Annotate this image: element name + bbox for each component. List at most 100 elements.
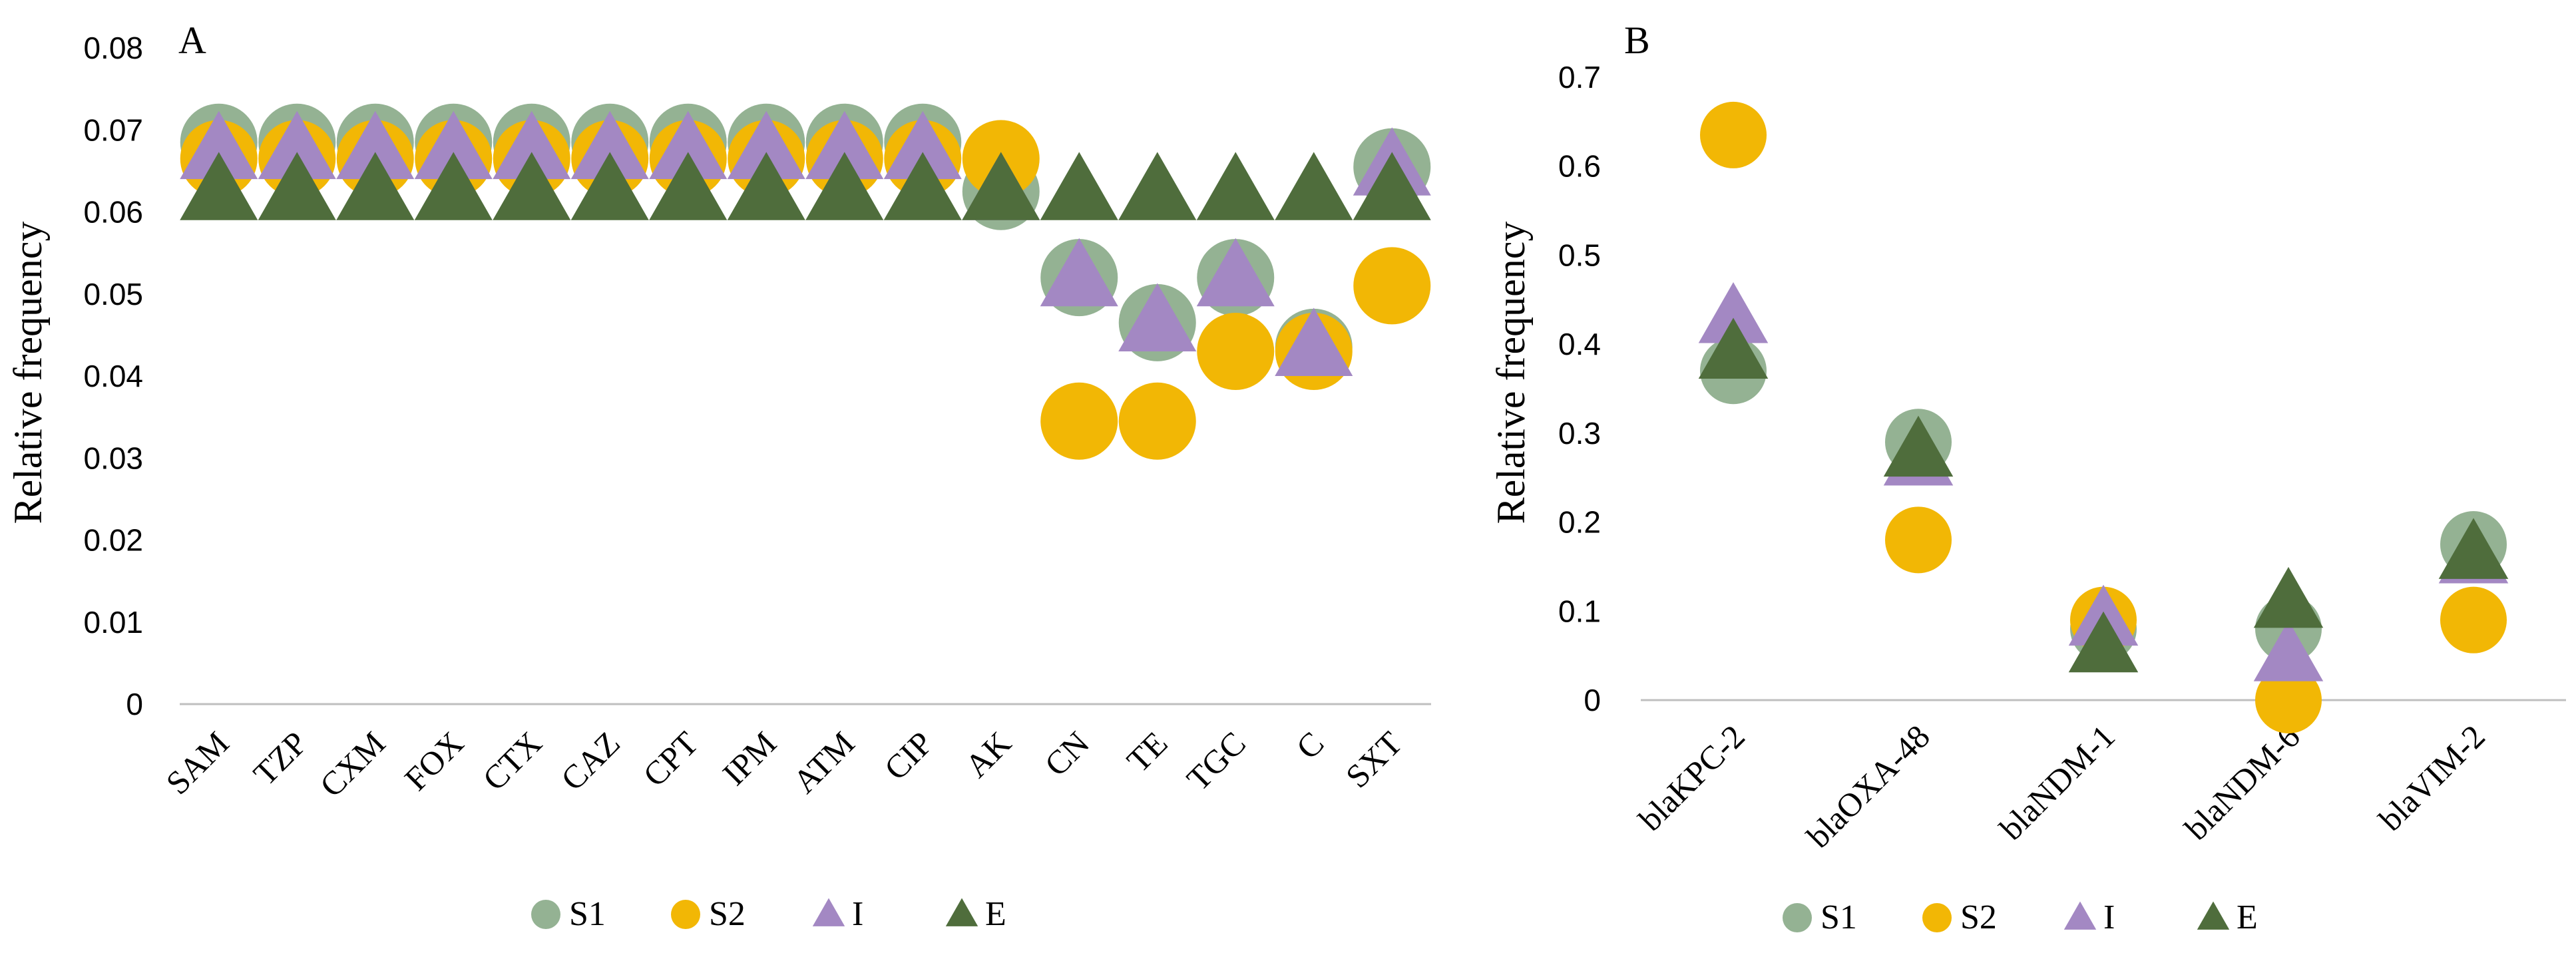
y-tick-label: 0.05 xyxy=(83,277,143,311)
marker-e xyxy=(414,152,493,220)
marker-i xyxy=(805,110,884,180)
y-tick-label: 0.04 xyxy=(83,359,143,393)
y-tick-label: 0.01 xyxy=(83,605,143,640)
marker-e xyxy=(649,152,728,220)
marker-i xyxy=(336,110,415,180)
panel-b-y-axis-title: Relative frequency xyxy=(1489,222,1533,524)
marker-e xyxy=(805,152,884,220)
legend-label-s2: S2 xyxy=(709,895,746,933)
panel-b: B Relative frequency 0 0.1 0.2 0.3 0.4 0.5 0.6… xyxy=(1489,19,2566,936)
x-tick-label: SAM xyxy=(158,724,236,801)
x-tick-label: IPM xyxy=(716,724,783,792)
x-tick-label: AK xyxy=(958,724,1018,785)
x-tick-label: ATM xyxy=(785,724,861,800)
legend-marker-s1 xyxy=(531,900,560,929)
panel-a-label: A xyxy=(178,19,206,62)
marker-e xyxy=(1353,152,1431,220)
y-tick-label: 0 xyxy=(1584,683,1601,717)
x-tick-label: TE xyxy=(1120,724,1175,779)
legend-label-e: E xyxy=(2237,898,2258,936)
marker-s2 xyxy=(1118,382,1196,460)
x-tick-label: blaOXA-48 xyxy=(1799,717,1937,855)
legend-marker-e xyxy=(2197,901,2230,930)
marker-s2 xyxy=(1700,101,1767,168)
panel-b-legend: S1 S2 I E xyxy=(1783,898,2258,936)
legend-marker-i xyxy=(812,898,845,926)
panel-b-markers xyxy=(1698,101,2509,733)
marker-e xyxy=(493,152,571,220)
marker-e xyxy=(883,152,962,220)
marker-e xyxy=(1275,152,1353,220)
marker-i xyxy=(180,110,258,180)
marker-i xyxy=(570,110,649,180)
marker-e xyxy=(1040,152,1118,220)
x-tick-label: CAZ xyxy=(554,724,627,797)
marker-s2 xyxy=(1040,382,1118,460)
marker-i xyxy=(1118,283,1197,351)
panel-a-y-axis-title: Relative frequency xyxy=(6,222,50,524)
marker-i xyxy=(1275,307,1353,376)
y-tick-label: 0.6 xyxy=(1558,149,1601,184)
marker-e xyxy=(727,152,805,220)
marker-i xyxy=(258,110,336,180)
marker-e xyxy=(962,152,1040,220)
marker-i xyxy=(1040,238,1118,307)
x-tick-label: blaKPC-2 xyxy=(1631,717,1752,838)
panel-a: A Relative frequency 0 0.01 0.02 0.03 0.04 0.… xyxy=(6,19,1431,933)
marker-e xyxy=(2438,518,2509,579)
marker-i xyxy=(1196,238,1275,307)
marker-e xyxy=(1196,152,1275,220)
marker-e xyxy=(258,152,336,220)
legend-marker-e xyxy=(945,898,978,926)
legend-label-s1: S1 xyxy=(569,895,606,933)
x-tick-label: C xyxy=(1289,724,1331,766)
x-tick-label: TZP xyxy=(246,724,314,792)
x-tick-label: CXM xyxy=(312,724,392,804)
marker-e xyxy=(336,152,415,220)
marker-s2 xyxy=(2255,667,2322,733)
y-tick-label: 0.4 xyxy=(1558,327,1601,361)
y-tick-label: 0.08 xyxy=(83,31,143,65)
marker-e xyxy=(1698,317,1769,379)
y-tick-label: 0.3 xyxy=(1558,416,1601,451)
legend-marker-s2 xyxy=(671,900,700,929)
x-tick-label: blaNDM-6 xyxy=(2177,717,2307,847)
panel-b-x-ticks: blaKPC-2 blaOXA-48 blaNDM-1 blaNDM-6 blaVIM-… xyxy=(1631,717,2492,855)
marker-s2 xyxy=(1353,247,1431,325)
y-tick-label: 0.1 xyxy=(1558,594,1601,628)
x-tick-label: CTX xyxy=(475,724,548,797)
y-tick-label: 0 xyxy=(126,687,143,721)
legend-marker-i xyxy=(2063,901,2097,930)
marker-e xyxy=(570,152,649,220)
marker-i xyxy=(493,110,571,180)
y-tick-label: 0.5 xyxy=(1558,238,1601,272)
x-tick-label: CN xyxy=(1037,724,1096,783)
x-tick-label: blaNDM-1 xyxy=(1992,717,2122,847)
x-tick-label: FOX xyxy=(397,724,471,797)
y-tick-label: 0.7 xyxy=(1558,60,1601,95)
y-tick-label: 0.02 xyxy=(83,523,143,558)
marker-i xyxy=(883,110,962,180)
x-tick-label: SXT xyxy=(1339,724,1409,795)
marker-e xyxy=(2253,566,2324,628)
legend-marker-s1 xyxy=(1783,903,1812,932)
legend-label-i: I xyxy=(2103,898,2115,936)
marker-i xyxy=(414,110,493,180)
marker-s2 xyxy=(2440,586,2507,654)
y-tick-label: 0.2 xyxy=(1558,505,1601,540)
marker-e xyxy=(180,152,258,220)
panel-a-legend: S1 S2 I E xyxy=(531,895,1006,933)
panel-b-y-ticks: 0 0.1 0.2 0.3 0.4 0.5 0.6 0.7 xyxy=(1558,60,1601,717)
y-tick-label: 0.03 xyxy=(83,441,143,475)
marker-e xyxy=(1883,415,1954,477)
legend-label-i: I xyxy=(852,895,863,933)
legend-label-s2: S2 xyxy=(1960,898,1997,936)
x-tick-label: CPT xyxy=(636,724,705,793)
marker-i xyxy=(1698,282,1769,343)
panel-a-y-ticks: 0 0.01 0.02 0.03 0.04 0.05 0.06 0.07 0.08 xyxy=(83,31,143,721)
panel-a-markers xyxy=(180,103,1431,460)
marker-s2 xyxy=(1197,313,1275,391)
x-tick-label: TGC xyxy=(1180,724,1253,797)
